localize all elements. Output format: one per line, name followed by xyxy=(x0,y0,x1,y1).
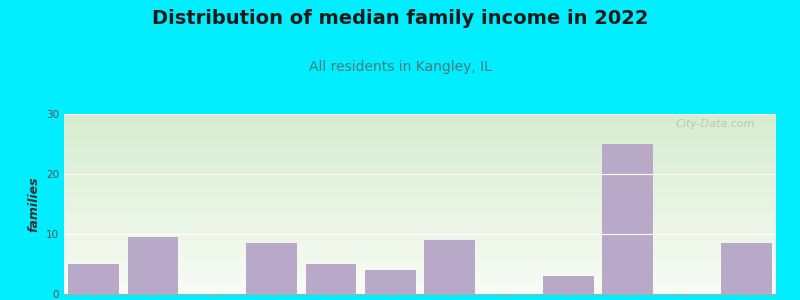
Text: City-Data.com: City-Data.com xyxy=(675,119,754,129)
Bar xyxy=(246,243,297,294)
Bar xyxy=(721,243,771,294)
Bar xyxy=(128,237,178,294)
Bar xyxy=(543,276,594,294)
Bar xyxy=(602,144,653,294)
Text: Distribution of median family income in 2022: Distribution of median family income in … xyxy=(152,9,648,28)
Bar xyxy=(69,264,119,294)
Text: All residents in Kangley, IL: All residents in Kangley, IL xyxy=(309,60,491,74)
Y-axis label: families: families xyxy=(27,176,41,232)
Bar xyxy=(425,240,475,294)
Bar xyxy=(306,264,356,294)
Bar xyxy=(365,270,415,294)
